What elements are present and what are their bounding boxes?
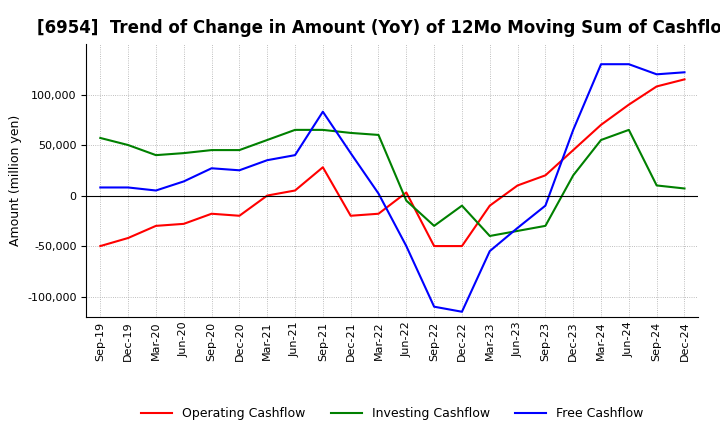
Investing Cashflow: [152, 153, 161, 158]
Free Cashflow: [513, 225, 522, 231]
Investing Cashflow: [318, 127, 327, 132]
Investing Cashflow: [458, 203, 467, 208]
Free Cashflow: [318, 109, 327, 114]
Investing Cashflow: [374, 132, 383, 138]
Free Cashflow: [680, 70, 689, 75]
Operating Cashflow: [207, 211, 216, 216]
Investing Cashflow: [541, 223, 550, 228]
Operating Cashflow: [402, 190, 410, 195]
Free Cashflow: [458, 309, 467, 315]
Investing Cashflow: [96, 136, 104, 141]
Operating Cashflow: [624, 102, 633, 107]
Operating Cashflow: [513, 183, 522, 188]
Free Cashflow: [569, 127, 577, 132]
Operating Cashflow: [430, 243, 438, 249]
Free Cashflow: [346, 150, 355, 156]
Free Cashflow: [374, 191, 383, 196]
Operating Cashflow: [485, 203, 494, 208]
Investing Cashflow: [179, 150, 188, 156]
Free Cashflow: [124, 185, 132, 190]
Free Cashflow: [541, 203, 550, 208]
Operating Cashflow: [235, 213, 243, 218]
Investing Cashflow: [652, 183, 661, 188]
Operating Cashflow: [652, 84, 661, 89]
Investing Cashflow: [402, 198, 410, 203]
Operating Cashflow: [541, 173, 550, 178]
Free Cashflow: [291, 153, 300, 158]
Operating Cashflow: [346, 213, 355, 218]
Operating Cashflow: [124, 235, 132, 241]
Free Cashflow: [485, 249, 494, 254]
Operating Cashflow: [152, 223, 161, 228]
Legend: Operating Cashflow, Investing Cashflow, Free Cashflow: Operating Cashflow, Investing Cashflow, …: [136, 402, 649, 425]
Operating Cashflow: [291, 188, 300, 193]
Free Cashflow: [597, 62, 606, 67]
Free Cashflow: [179, 179, 188, 184]
Operating Cashflow: [680, 77, 689, 82]
Title: [6954]  Trend of Change in Amount (YoY) of 12Mo Moving Sum of Cashflows: [6954] Trend of Change in Amount (YoY) o…: [37, 19, 720, 37]
Investing Cashflow: [513, 228, 522, 234]
Operating Cashflow: [263, 193, 271, 198]
Operating Cashflow: [569, 147, 577, 153]
Investing Cashflow: [485, 233, 494, 238]
Investing Cashflow: [624, 127, 633, 132]
Free Cashflow: [152, 188, 161, 193]
Operating Cashflow: [597, 122, 606, 128]
Free Cashflow: [96, 185, 104, 190]
Line: Free Cashflow: Free Cashflow: [100, 64, 685, 312]
Free Cashflow: [207, 165, 216, 171]
Investing Cashflow: [291, 127, 300, 132]
Investing Cashflow: [124, 143, 132, 148]
Free Cashflow: [624, 62, 633, 67]
Free Cashflow: [652, 72, 661, 77]
Investing Cashflow: [569, 173, 577, 178]
Operating Cashflow: [179, 221, 188, 227]
Free Cashflow: [402, 243, 410, 249]
Operating Cashflow: [96, 243, 104, 249]
Investing Cashflow: [597, 137, 606, 143]
Investing Cashflow: [346, 130, 355, 136]
Investing Cashflow: [207, 147, 216, 153]
Line: Investing Cashflow: Investing Cashflow: [100, 130, 685, 236]
Free Cashflow: [430, 304, 438, 309]
Investing Cashflow: [680, 186, 689, 191]
Investing Cashflow: [430, 223, 438, 228]
Investing Cashflow: [263, 137, 271, 143]
Line: Operating Cashflow: Operating Cashflow: [100, 79, 685, 246]
Operating Cashflow: [318, 165, 327, 170]
Free Cashflow: [263, 158, 271, 163]
Operating Cashflow: [374, 211, 383, 216]
Operating Cashflow: [458, 243, 467, 249]
Investing Cashflow: [235, 147, 243, 153]
Free Cashflow: [235, 168, 243, 173]
Y-axis label: Amount (million yen): Amount (million yen): [9, 115, 22, 246]
